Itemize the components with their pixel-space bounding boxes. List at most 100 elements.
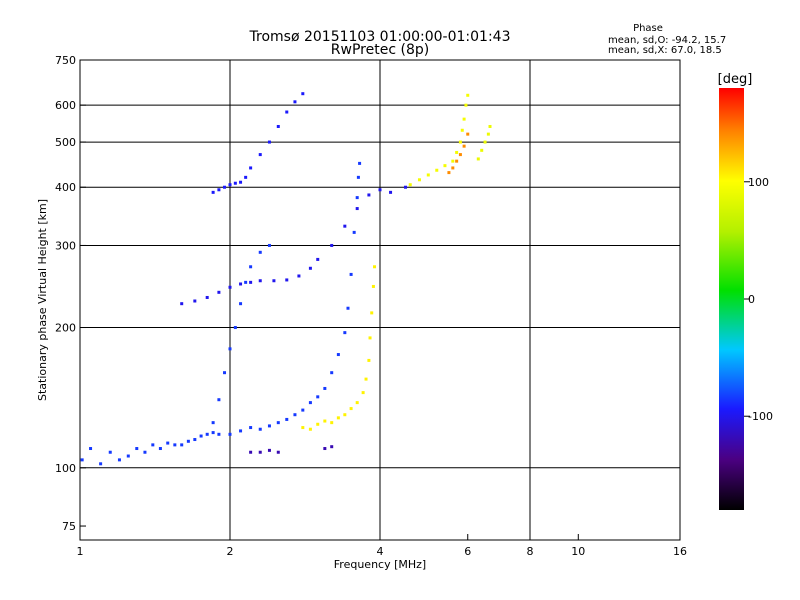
data-point-0-27	[301, 408, 305, 412]
data-point-0-22	[258, 427, 262, 431]
data-point-1-15	[373, 265, 377, 269]
y-axis-label: Stationary phase Virtual Height [km]	[36, 199, 49, 401]
x-tick-label-6: 16	[673, 545, 687, 558]
data-point-4-0	[211, 421, 215, 425]
y-tick-label-0: 75	[62, 520, 76, 533]
data-point-0-15	[199, 434, 203, 438]
data-point-1-7	[349, 407, 353, 411]
data-point-0-23	[267, 424, 271, 428]
data-point-8-2	[267, 448, 271, 452]
phase-stats-x: mean, sd,X: 67.0, 18.5	[608, 45, 722, 56]
x-tick-label-5: 10	[571, 545, 585, 558]
data-point-0-20	[239, 429, 243, 433]
data-point-6-3	[458, 153, 462, 157]
data-point-1-4	[330, 421, 334, 425]
data-point-1-8	[355, 401, 359, 405]
y-tick-label-2: 200	[55, 322, 76, 335]
data-point-2-6	[249, 280, 253, 284]
data-point-7-4	[488, 124, 492, 128]
data-point-2-1	[193, 299, 197, 303]
phase-stats-heading: Phase	[633, 23, 663, 34]
data-point-3-12	[293, 100, 297, 104]
data-point-2-2	[205, 295, 209, 299]
data-point-4-6	[244, 280, 248, 284]
data-point-3-0	[211, 190, 215, 194]
data-point-5-10	[464, 103, 468, 107]
data-point-4-9	[267, 243, 271, 247]
data-point-1-10	[364, 377, 368, 381]
data-point-0-6	[135, 447, 139, 451]
data-point-0-32	[336, 353, 340, 357]
data-point-8-4	[323, 447, 327, 451]
y-tick-label-3: 300	[55, 239, 76, 252]
data-point-2-17	[378, 188, 382, 192]
y-tick-label-7: 750	[55, 54, 76, 67]
x-tick-label-3: 6	[464, 545, 471, 558]
data-point-3-11	[285, 110, 289, 114]
data-point-0-21	[249, 426, 253, 430]
data-point-3-13	[301, 92, 305, 96]
data-point-3-6	[244, 175, 248, 179]
data-point-0-11	[173, 443, 177, 447]
data-point-5-2	[426, 173, 430, 177]
data-point-5-5	[451, 159, 455, 163]
data-point-1-6	[343, 413, 347, 417]
data-point-2-10	[297, 274, 301, 278]
data-point-4-3	[228, 347, 232, 351]
data-point-0-7	[143, 450, 147, 454]
data-point-2-0	[180, 302, 184, 306]
data-point-1-2	[316, 422, 320, 426]
data-point-8-5	[330, 445, 334, 449]
data-point-5-9	[462, 117, 466, 121]
data-point-1-1	[308, 427, 312, 431]
data-point-2-19	[403, 185, 407, 189]
data-point-0-35	[349, 272, 353, 276]
data-point-3-8	[258, 153, 262, 157]
colorbar-label: [deg]	[718, 72, 753, 87]
data-point-0-34	[346, 306, 350, 310]
data-point-2-15	[355, 207, 359, 211]
data-point-2-11	[308, 266, 312, 270]
data-point-4-5	[239, 302, 243, 306]
data-point-0-39	[358, 161, 362, 165]
data-point-2-13	[330, 243, 334, 247]
data-point-1-9	[361, 391, 365, 395]
chart-title: Tromsø 20151103 01:00:00-01:01:43	[249, 29, 511, 45]
y-tick-label-4: 400	[55, 181, 76, 194]
data-point-0-2	[99, 462, 103, 466]
data-point-7-0	[476, 157, 480, 161]
data-point-7-2	[483, 140, 487, 144]
data-point-0-5	[126, 454, 130, 458]
data-point-3-9	[267, 140, 271, 144]
data-point-5-7	[458, 140, 462, 144]
data-point-6-0	[447, 171, 451, 175]
data-points	[80, 92, 492, 466]
x-tick-label-1: 2	[227, 545, 234, 558]
data-point-5-1	[417, 178, 421, 182]
data-point-5-6	[455, 150, 459, 154]
data-point-2-8	[272, 279, 276, 283]
data-point-0-29	[316, 395, 320, 399]
data-point-1-11	[367, 358, 371, 362]
data-point-0-24	[276, 421, 280, 425]
data-point-5-4	[443, 164, 447, 168]
x-tick-label-2: 4	[377, 545, 384, 558]
data-point-0-3	[108, 450, 112, 454]
y-tick-label-1: 100	[55, 462, 76, 475]
data-point-2-16	[367, 193, 371, 197]
data-point-8-3	[276, 450, 280, 454]
data-point-6-4	[462, 144, 466, 148]
data-point-4-1	[217, 398, 221, 402]
data-point-3-5	[239, 180, 243, 184]
data-point-0-38	[356, 175, 360, 179]
axis-ticks: 1 2 4 6 8 10 16 75 100 200 300 400 500 600 750	[55, 54, 687, 558]
data-point-1-3	[323, 419, 327, 423]
data-point-3-7	[249, 166, 253, 170]
data-point-4-4	[233, 326, 237, 330]
data-point-3-3	[228, 183, 232, 187]
data-point-6-5	[466, 132, 470, 136]
data-point-2-7	[258, 279, 262, 283]
data-point-0-17	[211, 431, 215, 435]
data-point-8-0	[249, 450, 253, 454]
data-point-0-31	[330, 371, 334, 375]
